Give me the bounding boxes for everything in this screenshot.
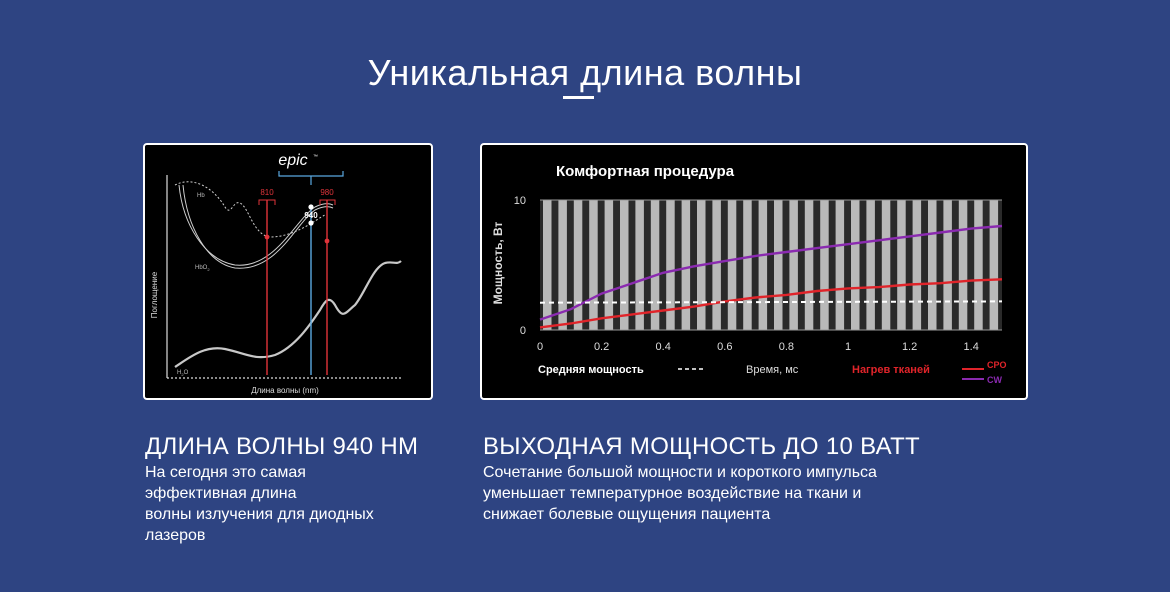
pulse-bar (712, 200, 721, 330)
feature-text-line: снижает болевые ощущения пациента (483, 506, 771, 523)
pulse-bar (804, 200, 814, 330)
title-divider (563, 96, 594, 99)
pulse-bar (820, 200, 829, 330)
pulse-bar (666, 200, 675, 330)
pulse-bar (589, 200, 598, 330)
marker-940: 940 (304, 204, 318, 375)
pulse-bar (989, 200, 999, 330)
marker-980-label: 980 (320, 188, 334, 197)
hbo2-label: HbO2 (195, 265, 210, 272)
feature-text-wavelength: На сегодня это самая эффективная длина в… (145, 462, 435, 546)
power-xlabel: Время, мс (746, 364, 799, 376)
legend-heating: Нагрев тканей (852, 364, 930, 376)
x-tick-label: 0.8 (779, 341, 794, 353)
pulse-bar (573, 200, 583, 330)
legend-cpo: CPO (987, 360, 1007, 370)
epic-logo: epic (278, 152, 307, 169)
pulse-bar (635, 200, 644, 330)
feature-text-line: эффективная длина (145, 485, 297, 502)
x-tick-label: 0.2 (594, 341, 609, 353)
hb-curve (174, 181, 326, 238)
power-chart-card: Комфортная процедура Мощность, Вт 0 0.2 0.… (480, 143, 1028, 400)
marker-810: 810 (258, 188, 276, 375)
pulse-bar (928, 200, 937, 330)
plot-background (540, 200, 1002, 330)
marker-980: 980 (319, 188, 336, 375)
y-tick-label: 10 (514, 195, 526, 207)
feature-text-line: волны излучения для диодных (145, 506, 374, 523)
pulse-bar (958, 200, 968, 330)
feature-text-line: Сочетание большой мощности и короткого и… (483, 464, 877, 481)
pulse-bar (835, 200, 845, 330)
pulse-bar (650, 200, 660, 330)
absorption-xlabel: Длина волны (nm) (251, 386, 319, 395)
page-title: Уникальная длина волны (367, 52, 803, 94)
feature-text-line: На сегодня это самая (145, 464, 306, 481)
pulse-bar (604, 200, 614, 330)
feature-text-line: уменьшает температурное воздействие на т… (483, 485, 862, 502)
absorption-ylabel: Поглощение (150, 271, 159, 318)
pulse-bar (758, 200, 768, 330)
pulse-bar (851, 200, 860, 330)
absorption-chart: Поглощение Длина волны (nm) epic ™ Hb Hb… (150, 152, 403, 395)
pulse-bar (620, 200, 629, 330)
x-tick-label: 1.4 (964, 341, 979, 353)
x-tick-label: 1 (845, 341, 851, 353)
pulse-bar (681, 200, 691, 330)
feature-text-power: Сочетание большой мощности и короткого и… (483, 462, 953, 525)
pulse-bar (543, 200, 552, 330)
marker-810-label: 810 (260, 188, 274, 197)
x-tick-label: 0 (537, 341, 543, 353)
series-cpo (539, 278, 1003, 329)
marker-940-label: 940 (304, 211, 318, 220)
pulse-bar (558, 200, 567, 330)
power-chart: Комфортная процедура Мощность, Вт 0 0.2 0.… (491, 163, 1007, 385)
absorption-chart-card: Поглощение Длина волны (nm) epic ™ Hb Hb… (143, 143, 433, 400)
pulse-bar (789, 200, 798, 330)
pulse-bar (881, 200, 891, 330)
power-chart-title: Комфортная процедура (556, 163, 735, 180)
epic-bracket (278, 171, 344, 177)
pulse-bar (774, 200, 783, 330)
power-ylabel: Мощность, Вт (491, 221, 505, 304)
hb-label: Hb (197, 193, 205, 199)
pulse-bar (974, 200, 983, 330)
pulse-bar (866, 200, 875, 330)
feature-heading-wavelength: ДЛИНА ВОЛНЫ 940 НМ (145, 433, 419, 460)
y-tick-label: 0 (520, 325, 526, 337)
power-ticks: 0 0.2 0.4 0.6 0.8 1 1.2 1.4 0 10 (514, 195, 979, 353)
legend-average: Средняя мощность (538, 364, 644, 376)
power-plot-area (539, 199, 1003, 331)
series-cw (539, 224, 1003, 321)
pulse-bar (943, 200, 952, 330)
legend-cw: CW (987, 375, 1002, 385)
pulse-bar (912, 200, 922, 330)
hbo2-curve-inner (182, 184, 334, 269)
h2o-curve (174, 260, 402, 368)
feature-heading-power: ВЫХОДНАЯ МОЩНОСТЬ ДО 10 ВАТТ (483, 433, 920, 460)
pulse-bar (743, 200, 752, 330)
hbo2-curve (178, 184, 334, 266)
x-tick-label: 0.6 (717, 341, 732, 353)
h2o-label: H2O (177, 370, 189, 377)
pulse-bar (897, 200, 906, 330)
feature-text-line: лазеров (145, 527, 206, 544)
x-tick-label: 0.4 (656, 341, 671, 353)
epic-trademark: ™ (313, 154, 318, 160)
pulse-bar (727, 200, 737, 330)
x-tick-label: 1.2 (902, 341, 917, 353)
